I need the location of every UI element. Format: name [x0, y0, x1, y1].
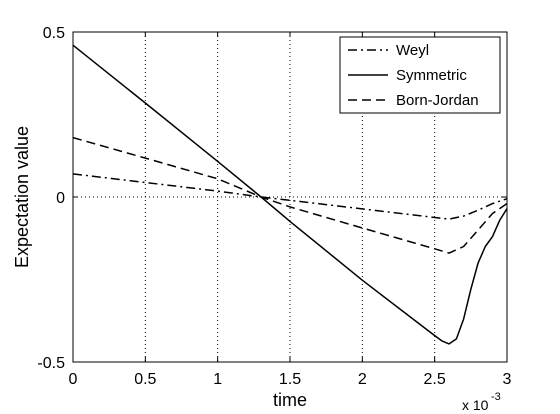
legend-label-born-jordan: Born-Jordan: [396, 92, 479, 109]
x-tick-label: 1: [213, 371, 222, 388]
tick-labels: 0 0.5 1 1.5 2 2.5 3-0.500.5: [37, 25, 511, 388]
x-tick-label: 1.5: [279, 371, 301, 388]
x-tick-label: 2: [358, 371, 367, 388]
series-line-born-jordan: [72, 136, 508, 254]
series-line-symmetric: [72, 44, 508, 345]
ticks: [72, 31, 508, 363]
y-axis-label: Expectation value: [12, 126, 32, 268]
legend-label-symmetric: Symmetric: [396, 67, 467, 84]
x-exponent-base: x 10: [462, 397, 489, 413]
x-tick-label: 2.5: [424, 371, 446, 388]
series-group: [72, 44, 508, 345]
legend-label-weyl: Weyl: [396, 42, 429, 59]
x-tick-label: 0: [69, 371, 78, 388]
y-tick-label: -0.5: [37, 355, 65, 372]
y-tick-label: 0.5: [43, 25, 65, 42]
x-axis-label: time: [273, 390, 307, 410]
grid: [73, 32, 507, 362]
series-line-weyl: [72, 173, 508, 220]
x-exponent: x 10 -3: [462, 391, 501, 413]
x-exponent-power: -3: [491, 391, 501, 403]
legend: Weyl Symmetric Born-Jordan: [339, 36, 501, 114]
y-tick-label: 0: [56, 190, 65, 207]
x-tick-label: 0.5: [134, 371, 156, 388]
legend-items: Weyl Symmetric Born-Jordan: [348, 42, 479, 109]
x-tick-label: 3: [503, 371, 512, 388]
